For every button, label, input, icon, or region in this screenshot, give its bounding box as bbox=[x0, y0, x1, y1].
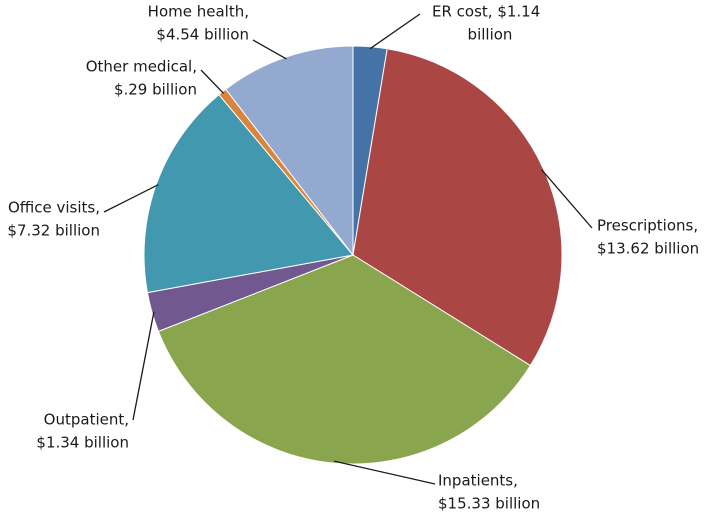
leader-line bbox=[369, 13, 421, 50]
leader-line bbox=[200, 69, 225, 94]
leader-line bbox=[252, 39, 287, 60]
data-label: $7.32 billion bbox=[7, 222, 100, 240]
pie-slice bbox=[143, 93, 354, 294]
data-label: Office visits, bbox=[8, 199, 100, 217]
data-label: Inpatients, bbox=[438, 472, 518, 490]
data-label: Other medical, bbox=[86, 58, 197, 76]
pie-slice bbox=[225, 45, 354, 257]
data-label: ER cost, $1.14 bbox=[432, 3, 540, 21]
data-label: $15.33 billion bbox=[438, 495, 540, 513]
leader-line bbox=[132, 311, 155, 421]
data-label: Outpatient, bbox=[44, 411, 129, 429]
data-label: $13.62 billion bbox=[597, 240, 699, 258]
leader-line bbox=[333, 460, 436, 485]
data-label: $.29 billion bbox=[114, 81, 197, 99]
pie-slice bbox=[157, 254, 532, 465]
leader-line bbox=[541, 169, 593, 229]
pie-slice bbox=[352, 48, 563, 367]
data-label: $1.34 billion bbox=[36, 434, 129, 452]
data-label: Prescriptions, bbox=[597, 217, 698, 235]
data-label: $4.54 billion bbox=[156, 26, 249, 44]
data-label: Home health, bbox=[148, 3, 249, 21]
leader-line bbox=[103, 184, 159, 213]
data-label: billion bbox=[468, 26, 513, 44]
